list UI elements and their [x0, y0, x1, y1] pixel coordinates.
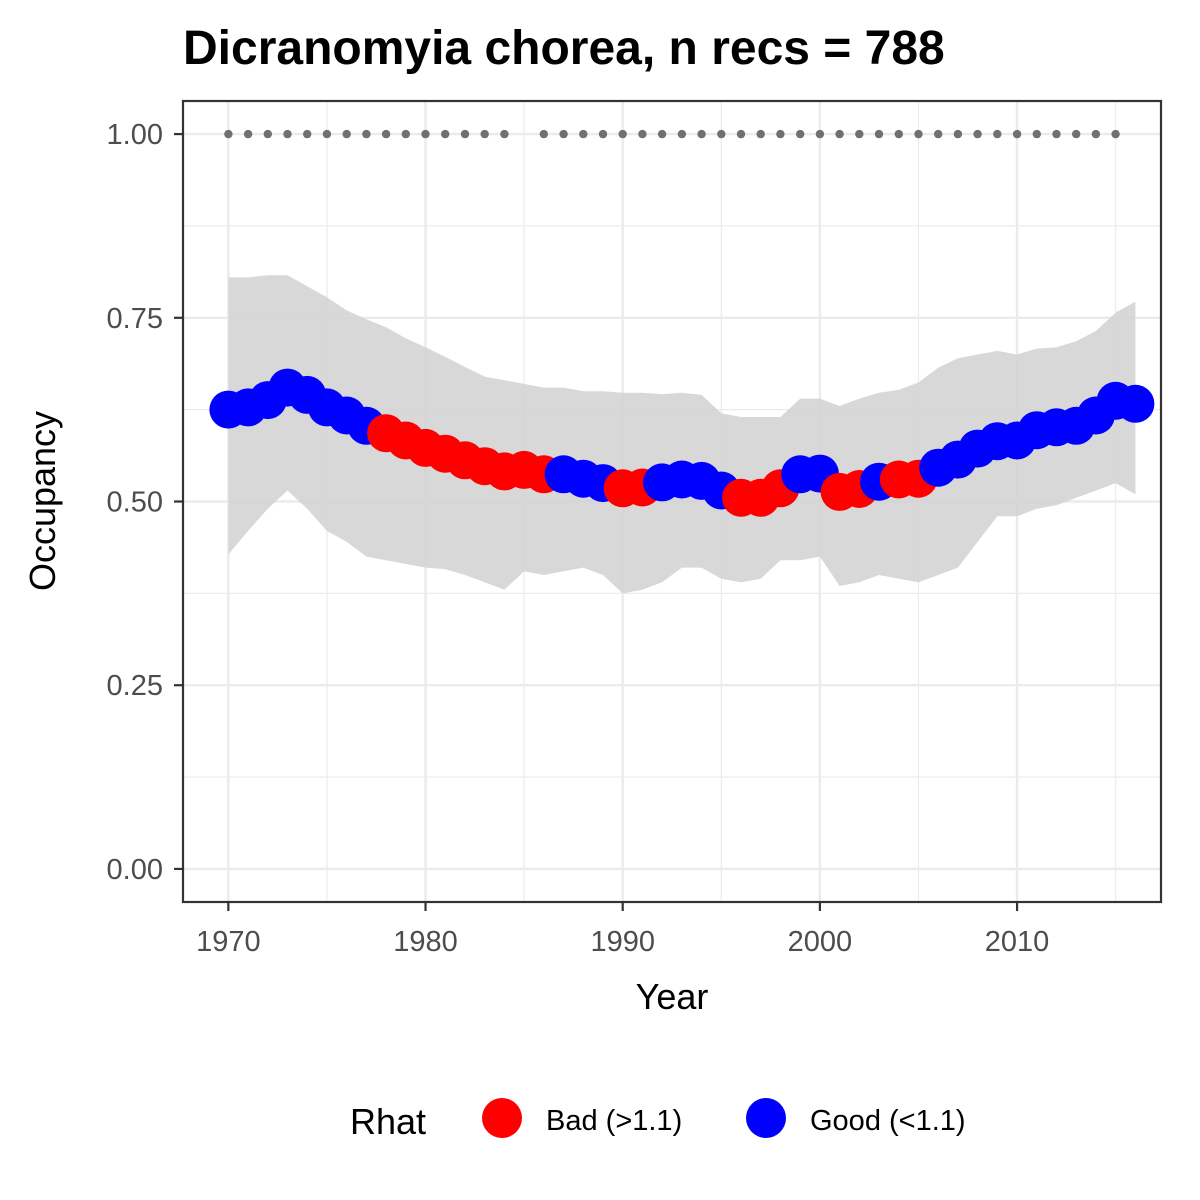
record-marker	[303, 129, 312, 139]
record-marker	[934, 129, 943, 139]
y-axis-title: Occupancy	[22, 411, 63, 591]
y-tick-label: 0.00	[107, 854, 163, 886]
record-marker	[953, 129, 963, 139]
record-marker	[539, 129, 548, 139]
record-marker	[618, 129, 627, 139]
x-tick-label: 1990	[590, 926, 655, 958]
record-marker	[500, 129, 509, 139]
y-tick-label: 0.50	[107, 487, 163, 519]
legend-title: Rhat	[350, 1101, 426, 1142]
record-marker	[776, 129, 785, 139]
record-marker	[697, 129, 706, 139]
record-marker	[381, 129, 391, 139]
y-tick-label: 1.00	[107, 119, 163, 151]
x-tick-label: 2010	[985, 926, 1050, 958]
record-marker	[224, 129, 233, 139]
y-tick-label: 0.25	[107, 670, 163, 702]
record-marker	[1012, 129, 1022, 139]
record-marker	[1032, 129, 1042, 139]
record-marker	[559, 129, 568, 139]
y-tick-label: 0.75	[107, 303, 163, 335]
record-marker	[835, 129, 844, 139]
record-marker	[322, 129, 332, 139]
record-marker	[283, 129, 292, 139]
record-marker	[914, 129, 923, 139]
record-marker	[401, 129, 410, 139]
record-marker	[717, 129, 726, 139]
record-marker	[342, 129, 351, 139]
record-marker	[736, 129, 746, 139]
record-marker	[598, 129, 608, 139]
legend-key-bad	[482, 1098, 522, 1138]
legend-label-bad: Bad (>1.1)	[546, 1105, 682, 1137]
record-marker	[460, 129, 470, 139]
record-marker	[874, 129, 884, 139]
record-marker	[973, 129, 982, 139]
x-tick-label: 1980	[393, 926, 458, 958]
x-axis-title: Year	[636, 976, 709, 1017]
record-marker	[1052, 129, 1061, 139]
record-marker	[243, 129, 253, 139]
record-marker	[362, 129, 371, 139]
x-tick-label: 1970	[196, 926, 261, 958]
record-marker	[480, 129, 489, 139]
legend: Rhat Bad (>1.1) Good (<1.1)	[350, 1098, 966, 1142]
record-marker	[579, 129, 588, 139]
record-marker	[638, 129, 647, 139]
record-marker	[1072, 129, 1081, 139]
record-marker	[756, 129, 765, 139]
occupancy-points-layer	[209, 368, 1155, 517]
record-marker	[894, 129, 903, 139]
credible-interval-ribbon	[228, 275, 1136, 594]
record-marker	[1111, 129, 1120, 139]
record-marker	[441, 129, 450, 139]
record-marker	[677, 129, 687, 139]
occupancy-point-good	[1116, 384, 1155, 423]
legend-label-good: Good (<1.1)	[810, 1105, 966, 1137]
record-marker	[855, 129, 864, 139]
record-marker	[1091, 129, 1101, 139]
credible-interval-layer	[228, 275, 1136, 594]
x-tick-label: 2000	[788, 926, 853, 958]
record-marker	[796, 129, 805, 139]
record-marker	[657, 129, 667, 139]
chart-title: Dicranomyia chorea, n recs = 788	[183, 22, 945, 75]
legend-key-good	[746, 1098, 786, 1138]
record-markers-layer	[224, 129, 1120, 139]
record-marker	[993, 129, 1002, 139]
record-marker	[815, 129, 825, 139]
record-marker	[263, 129, 272, 139]
record-marker	[421, 129, 430, 139]
axis-ticks-layer: 1970 1980 1990 2000 2010 0.00 0.25 0.50 0.75 1.00	[107, 119, 1050, 958]
